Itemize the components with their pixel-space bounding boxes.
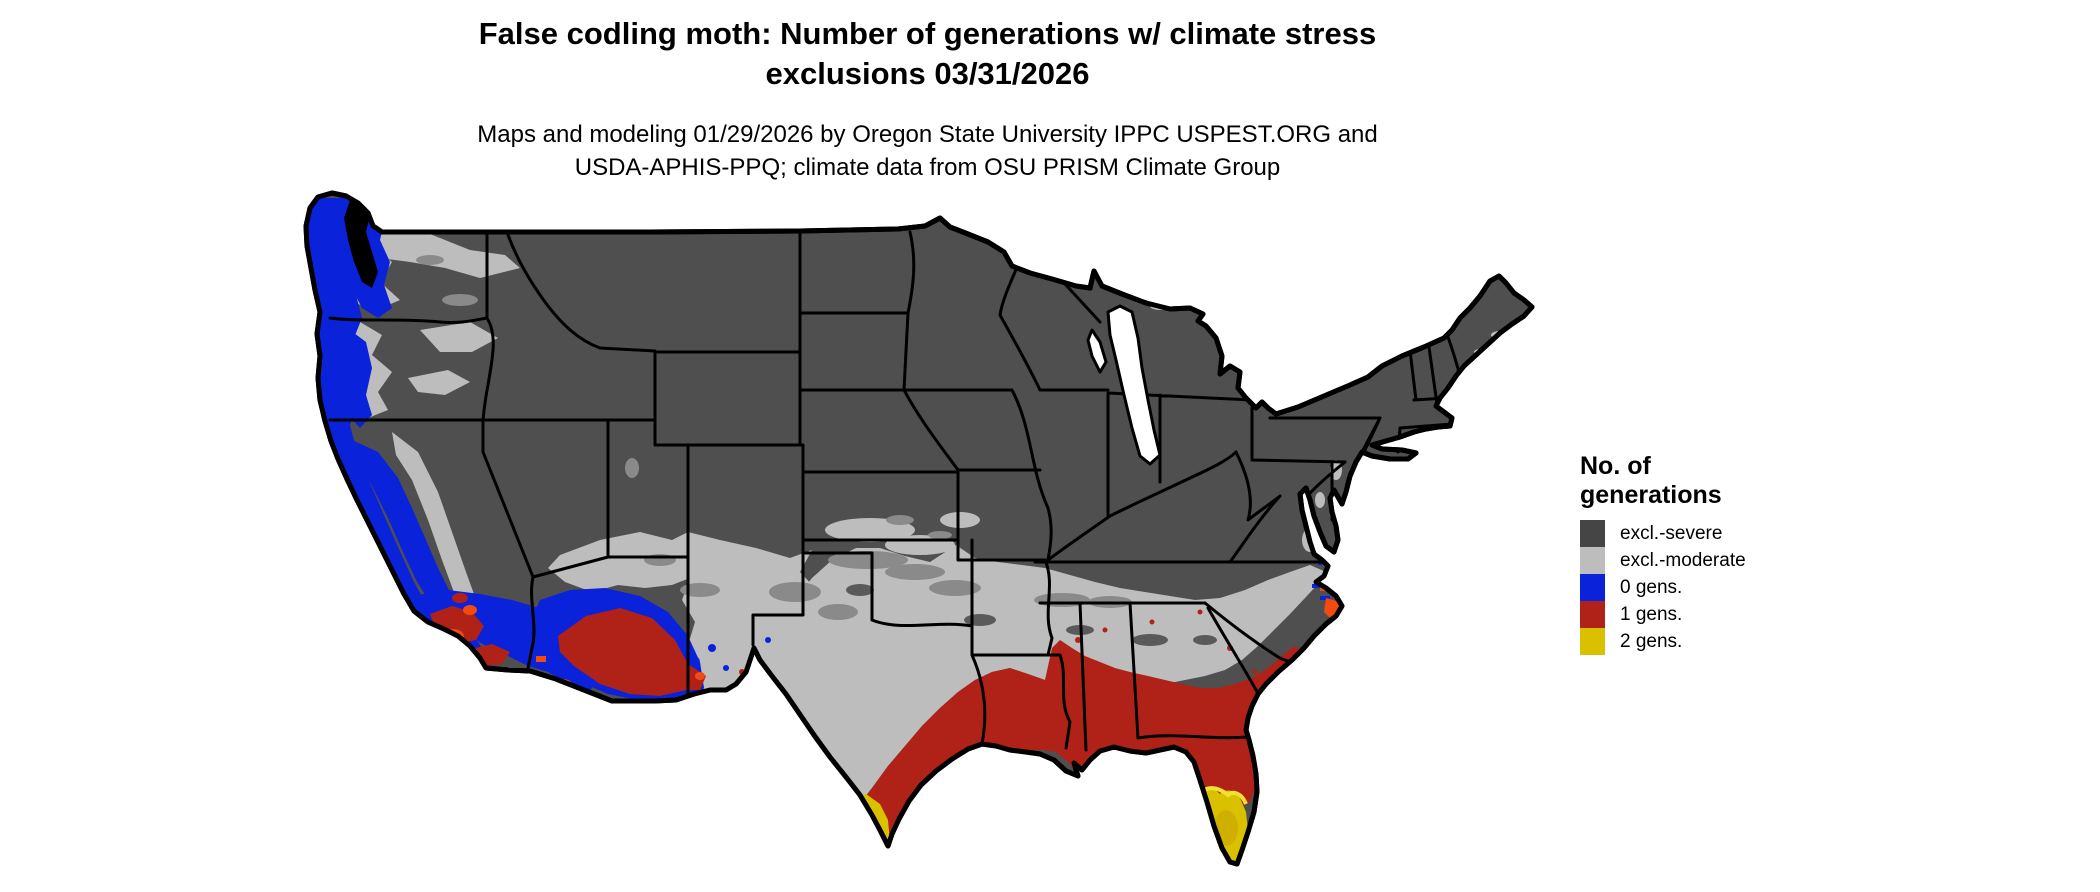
legend-items: excl.-severe excl.-moderate 0 gens. 1 ge… — [1580, 520, 1880, 655]
legend-title-line-1: No. of — [1580, 452, 1651, 480]
legend-swatch-0-gens — [1580, 574, 1605, 601]
legend-title: No. of generations — [1580, 452, 1880, 510]
speckles-medium-gray — [416, 255, 1132, 620]
page-title: False codling moth: Number of generation… — [255, 14, 1600, 94]
legend-label: 0 gens. — [1620, 576, 1683, 598]
legend-swatch-excl-severe — [1580, 520, 1605, 547]
legend-item-1-gens: 1 gens. — [1580, 601, 1880, 628]
page-subtitle: Maps and modeling 01/29/2026 by Oregon S… — [255, 118, 1600, 184]
legend-swatch-excl-moderate — [1580, 547, 1605, 574]
legend-item-excl-severe: excl.-severe — [1580, 520, 1880, 547]
title-line-2: exclusions 03/31/2026 — [765, 56, 1090, 91]
subtitle-line-1: Maps and modeling 01/29/2026 by Oregon S… — [477, 121, 1378, 148]
legend-item-excl-moderate: excl.-moderate — [1580, 547, 1880, 574]
green-bay — [1086, 328, 1108, 374]
legend-item-2-gens: 2 gens. — [1580, 628, 1880, 655]
legend-label: 1 gens. — [1620, 603, 1683, 625]
legend: No. of generations excl.-severe excl.-mo… — [1580, 452, 1880, 655]
lake-michigan — [1106, 304, 1162, 466]
subtitle-line-2: USDA-APHIS-PPQ; climate data from OSU PR… — [574, 154, 1281, 181]
legend-title-line-2: generations — [1580, 481, 1722, 509]
legend-label: excl.-moderate — [1620, 549, 1746, 571]
great-lakes — [1086, 304, 1162, 466]
legend-label: 2 gens. — [1620, 630, 1683, 652]
legend-swatch-2-gens — [1580, 628, 1605, 655]
title-line-1: False codling moth: Number of generation… — [478, 16, 1377, 51]
header: False codling moth: Number of generation… — [255, 14, 1600, 184]
legend-label: excl.-severe — [1620, 522, 1723, 544]
florida-yellow-bright-edge — [1200, 786, 1248, 805]
legend-swatch-1-gens — [1580, 601, 1605, 628]
legend-item-0-gens: 0 gens. — [1580, 574, 1880, 601]
